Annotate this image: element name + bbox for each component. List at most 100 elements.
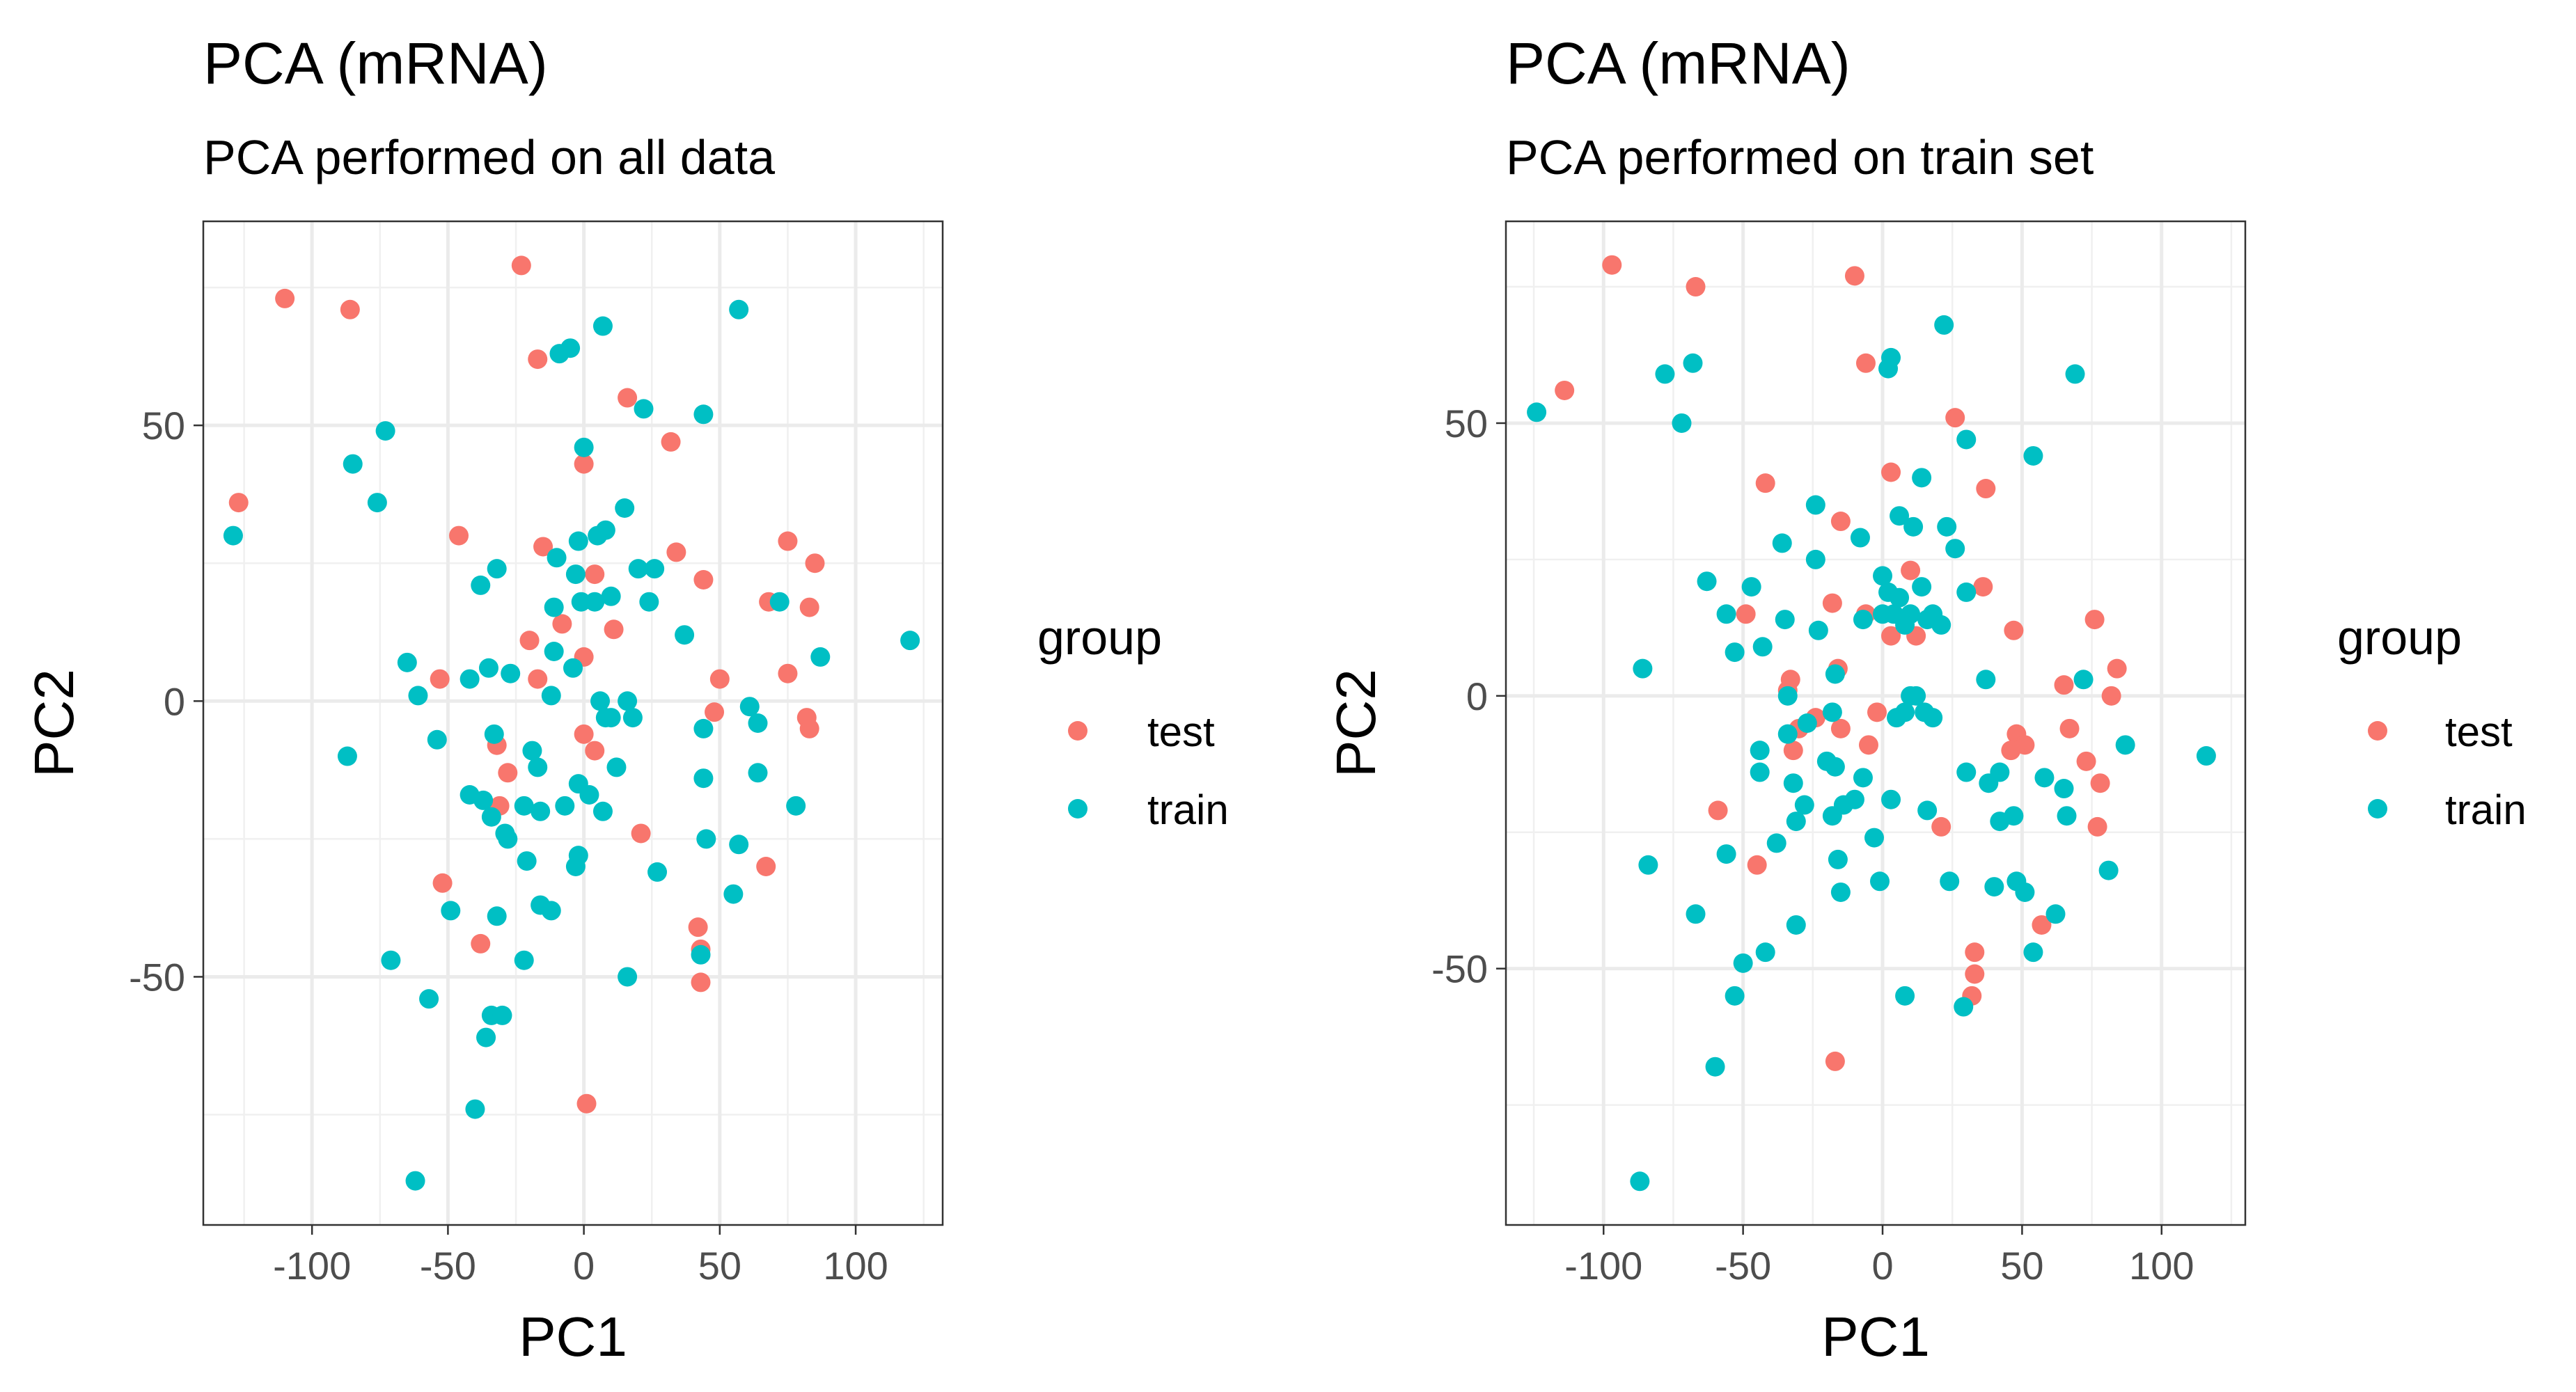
point-train [473, 790, 494, 810]
point-train [1630, 1171, 1650, 1192]
point-train [2057, 806, 2077, 826]
point-train [2045, 904, 2066, 924]
point-train [588, 525, 608, 546]
point-train [1716, 604, 1736, 624]
point-train [544, 642, 564, 661]
point-train [618, 691, 638, 711]
point-test [471, 933, 491, 954]
point-test [1830, 512, 1851, 532]
point-train [2004, 806, 2024, 826]
point-train [478, 658, 498, 678]
x-tick-label: -50 [420, 1244, 476, 1288]
plot-border [202, 220, 944, 1226]
point-train [1934, 315, 1954, 335]
point-test [1747, 855, 1767, 875]
point-train [574, 437, 594, 457]
point-train [1937, 516, 1957, 537]
point-train [1777, 686, 1798, 706]
legend-key-test [1068, 721, 1087, 741]
point-train [1830, 882, 1851, 902]
point-train [810, 647, 831, 667]
point-train [1786, 915, 1806, 935]
point-train [1822, 806, 1842, 826]
point-train [1976, 670, 1996, 690]
point-train [2023, 942, 2043, 963]
point-train [585, 592, 605, 612]
point-test [1602, 255, 1622, 275]
point-train [1805, 549, 1825, 569]
point-train [1895, 615, 1915, 635]
point-train [1870, 871, 1890, 892]
legend-title: group [2337, 610, 2462, 665]
point-train [2023, 445, 2043, 466]
point-train [2034, 768, 2055, 788]
point-test [778, 531, 798, 551]
point-train [565, 857, 586, 876]
point-test [2107, 658, 2127, 679]
y-axis-title: PC2 [23, 669, 85, 777]
point-test [691, 972, 711, 992]
point-train [2065, 364, 2085, 384]
point-train [408, 686, 428, 706]
point-train [1772, 533, 1792, 553]
point-train [441, 901, 461, 921]
point-test [1881, 626, 1901, 646]
point-test [666, 542, 686, 562]
point-test [1736, 604, 1756, 624]
point-test [631, 823, 651, 844]
x-tick-label: 100 [823, 1244, 888, 1288]
point-train [2015, 882, 2035, 902]
point-train [1638, 855, 1658, 875]
point-test [511, 255, 531, 276]
point-test [2084, 610, 2105, 630]
point-test [1555, 380, 1575, 400]
point-train [2196, 746, 2216, 766]
point-train [592, 316, 613, 336]
point-train [565, 564, 586, 585]
point-train [1954, 997, 1974, 1017]
point-train [501, 663, 521, 683]
point-test [693, 570, 714, 590]
point-train [1903, 516, 1924, 537]
point-test [805, 553, 825, 574]
point-train [1956, 582, 1977, 602]
point-train [1853, 768, 1873, 788]
point-test [1755, 473, 1775, 493]
point-train [645, 559, 665, 579]
point-test [585, 741, 605, 761]
point-train [1655, 364, 1675, 384]
point-train [647, 862, 668, 882]
point-train [1755, 942, 1775, 963]
point-test [533, 537, 553, 557]
point-train [2073, 670, 2094, 690]
point-train [1864, 828, 1884, 848]
point-test [799, 597, 819, 617]
point-test [2059, 718, 2080, 738]
legend-title: group [1037, 610, 1162, 665]
point-train [1917, 800, 1938, 821]
legend-key-train [2368, 799, 2387, 818]
point-train [544, 597, 564, 617]
point-train [592, 801, 613, 821]
point-train [900, 631, 920, 651]
point-train [514, 796, 534, 816]
point-test [688, 917, 708, 938]
legend: group test train [2337, 610, 2527, 833]
point-train [1822, 702, 1842, 722]
point-train [1705, 1057, 1725, 1077]
point-train [739, 697, 760, 717]
point-test [618, 388, 638, 408]
point-train [427, 729, 447, 750]
point-test [1945, 408, 1965, 428]
legend-key-train [1068, 799, 1087, 818]
legend: group test train [1037, 610, 1229, 833]
point-train [381, 950, 401, 970]
point-train [634, 399, 654, 419]
point-test [778, 663, 798, 683]
point-train [729, 299, 749, 319]
point-train [1956, 429, 1977, 450]
y-tick-label: 0 [164, 679, 185, 723]
point-train [571, 592, 591, 612]
point-test [705, 702, 725, 722]
